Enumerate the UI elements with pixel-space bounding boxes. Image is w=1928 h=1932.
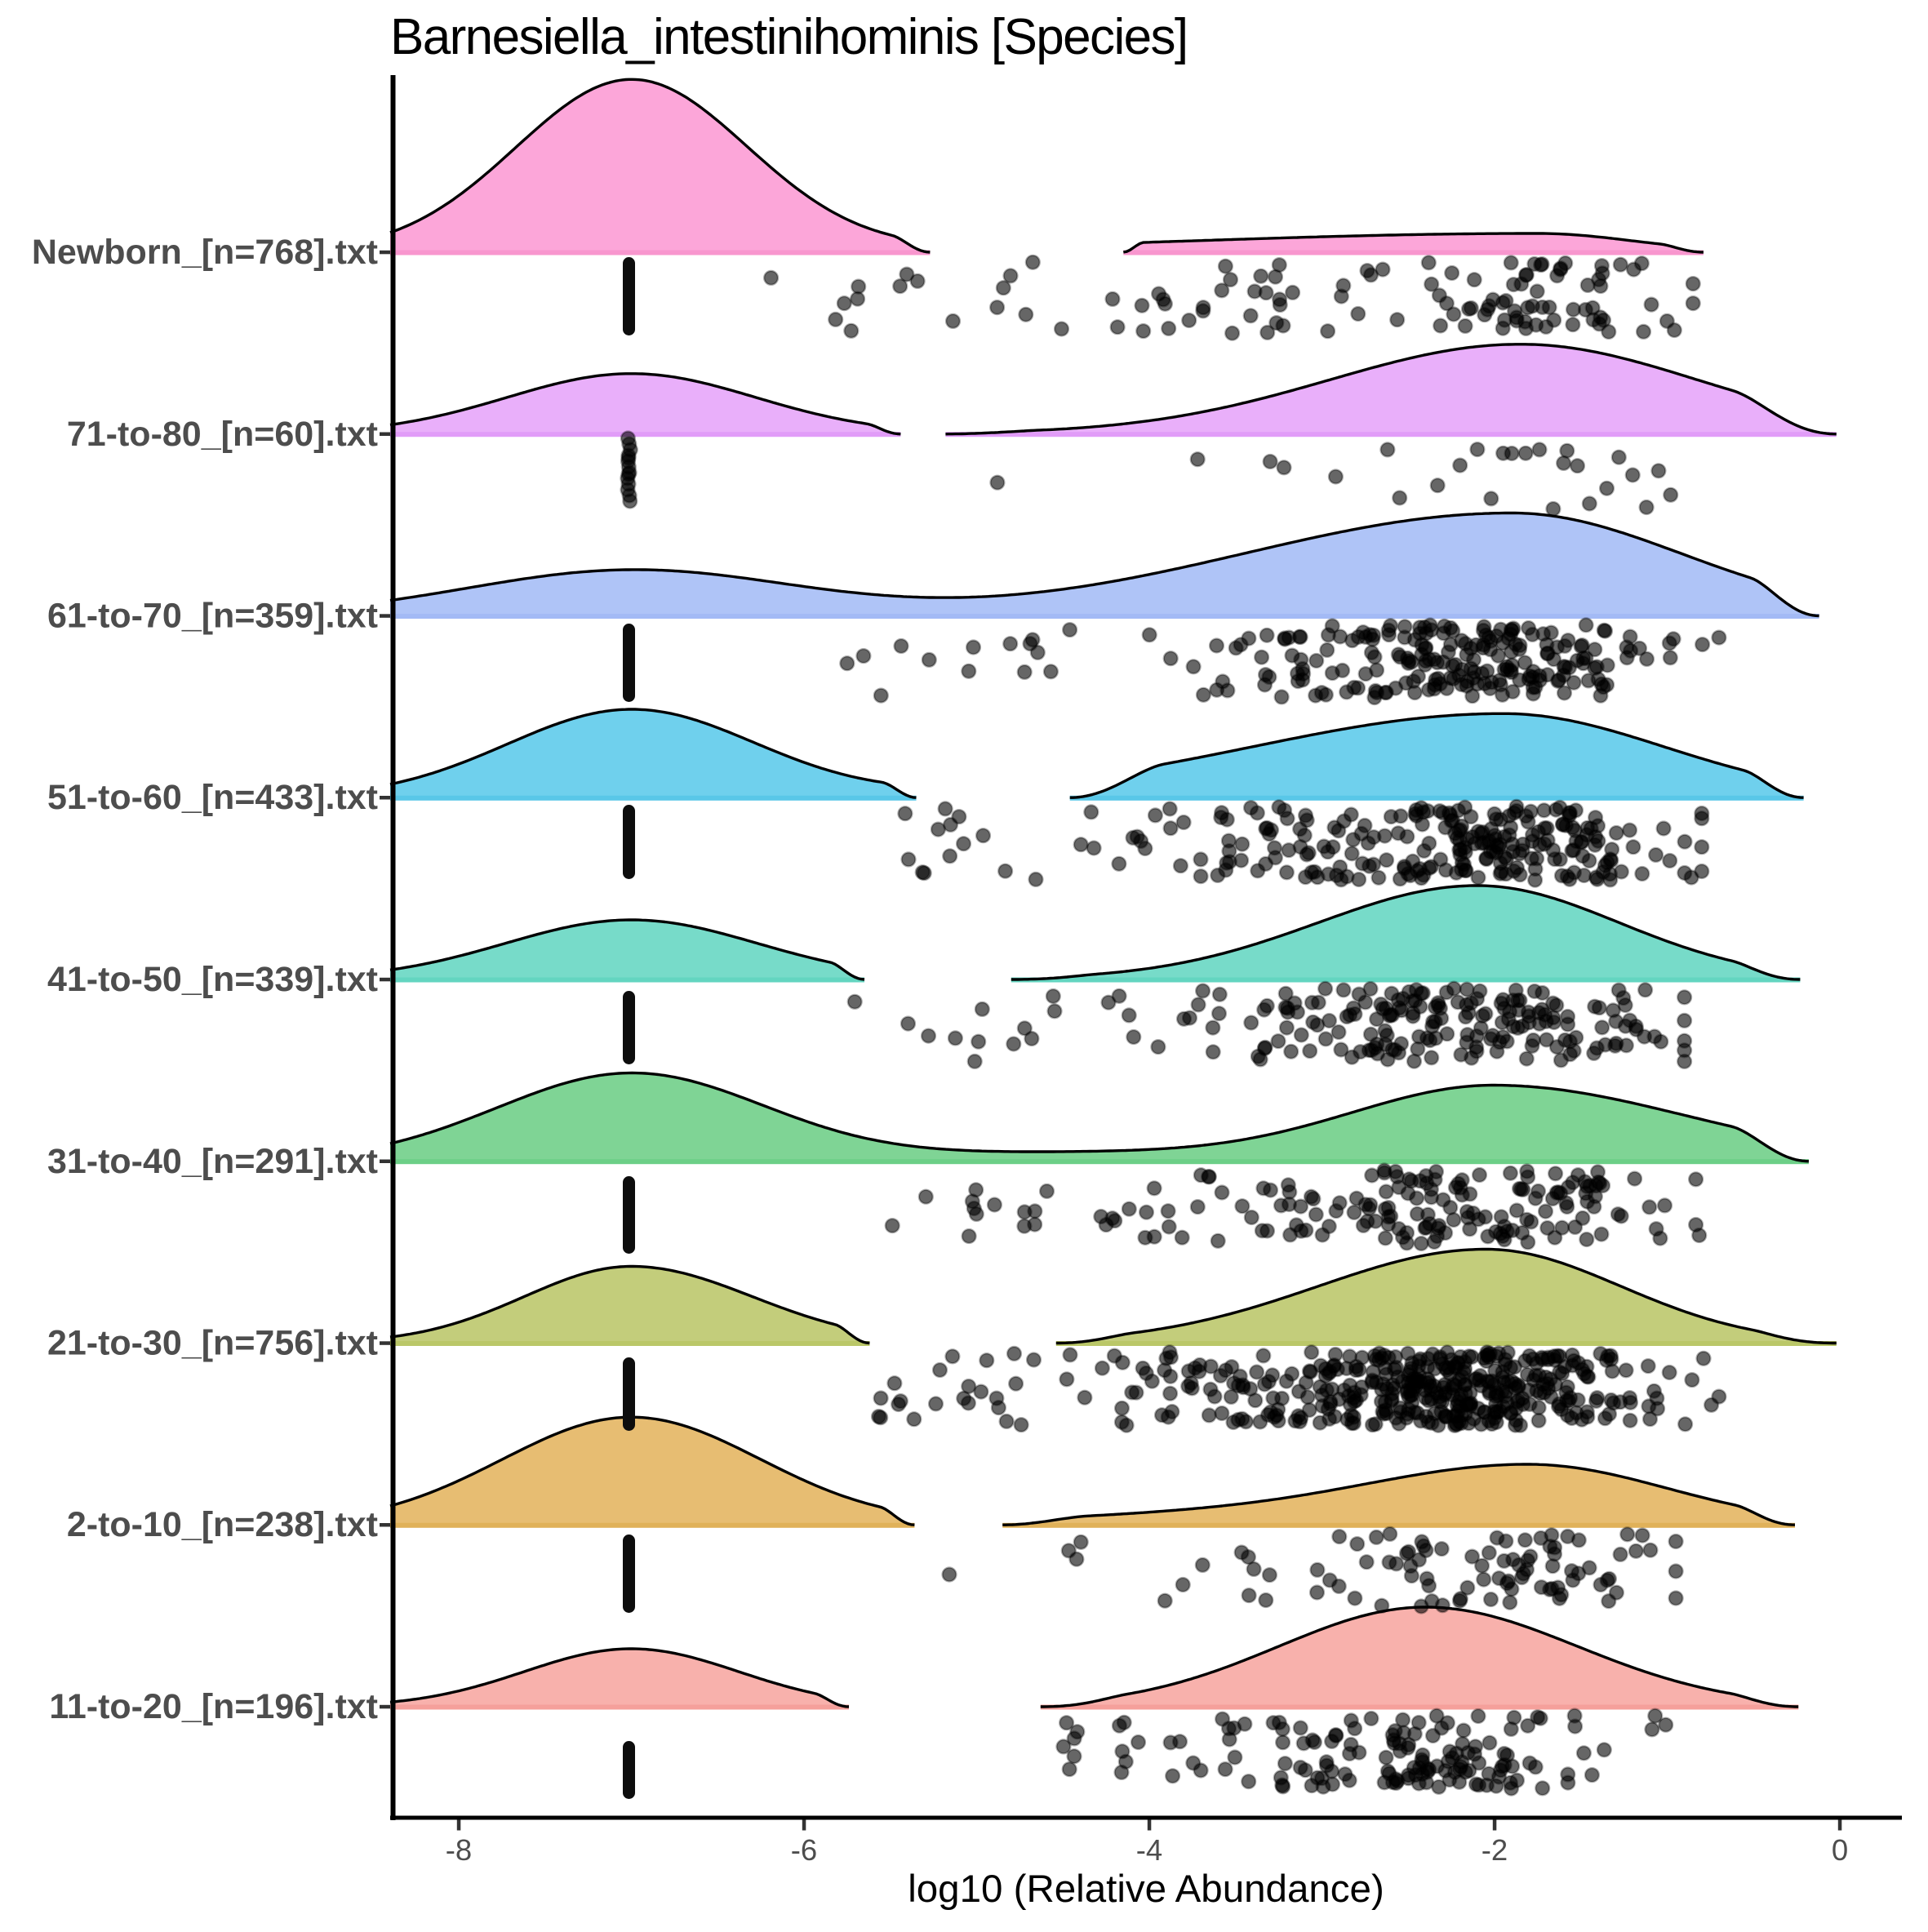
svg-text:-2: -2 [1482,1833,1508,1867]
svg-text:31-to-40_[n=291].txt: 31-to-40_[n=291].txt [47,1142,378,1181]
svg-text:2-to-10_[n=238].txt: 2-to-10_[n=238].txt [67,1505,378,1544]
svg-text:-6: -6 [791,1833,817,1867]
svg-text:61-to-70_[n=359].txt: 61-to-70_[n=359].txt [47,597,378,636]
svg-text:21-to-30_[n=756].txt: 21-to-30_[n=756].txt [47,1324,378,1363]
svg-text:Barnesiella_intestinihominis [: Barnesiella_intestinihominis [Species] [390,9,1188,65]
svg-text:11-to-20_[n=196].txt: 11-to-20_[n=196].txt [49,1687,378,1726]
svg-text:-8: -8 [446,1833,472,1867]
svg-text:71-to-80_[n=60].txt: 71-to-80_[n=60].txt [67,415,378,454]
svg-text:Newborn_[n=768].txt: Newborn_[n=768].txt [32,233,378,272]
svg-text:log10 (Relative Abundance): log10 (Relative Abundance) [908,1868,1384,1911]
svg-text:-4: -4 [1136,1833,1162,1867]
svg-text:51-to-60_[n=433].txt: 51-to-60_[n=433].txt [47,778,378,817]
svg-text:0: 0 [1832,1833,1848,1867]
svg-text:41-to-50_[n=339].txt: 41-to-50_[n=339].txt [47,960,378,999]
